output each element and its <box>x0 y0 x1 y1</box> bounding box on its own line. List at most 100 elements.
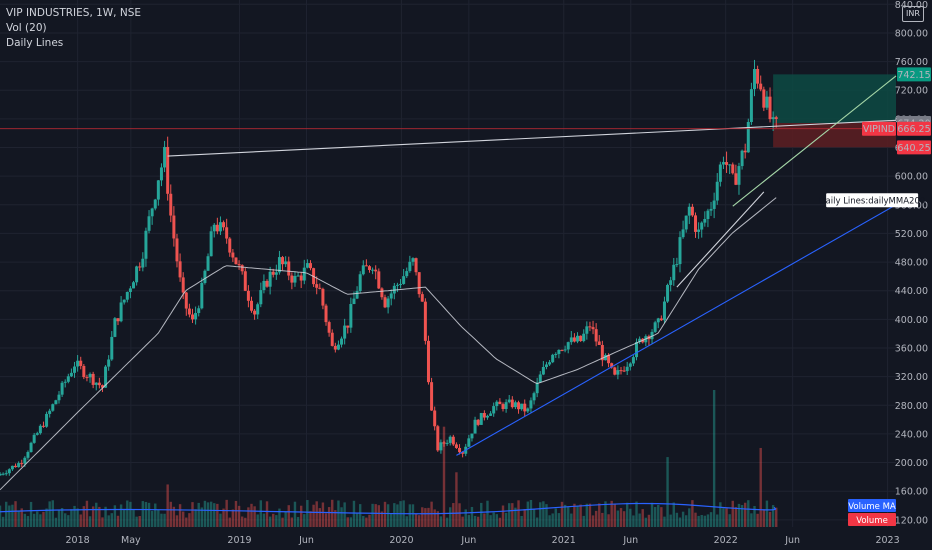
volume-bar <box>54 517 58 527</box>
volume-bar <box>622 511 626 527</box>
volume-bar <box>635 501 638 527</box>
candle-body <box>250 300 254 311</box>
volume-bar <box>458 503 461 527</box>
candle-body <box>635 342 639 358</box>
sma-line <box>0 197 777 491</box>
candle-body <box>576 335 580 342</box>
candle-body <box>107 359 111 367</box>
volume-bar <box>414 513 418 527</box>
volume-indicator-label[interactable]: Vol (20) <box>6 22 47 34</box>
x-tick-label: May <box>121 535 141 546</box>
candle-body <box>296 275 300 277</box>
volume-bar <box>486 500 489 527</box>
y-tick-label: 240.00 <box>895 429 928 440</box>
volume-bar <box>129 501 132 527</box>
currency-badge[interactable]: INR <box>902 6 924 22</box>
candle-body <box>237 264 241 266</box>
volume-bar <box>445 517 449 527</box>
candle-body <box>66 376 70 382</box>
candle-body <box>277 257 281 273</box>
candle-body <box>7 469 11 474</box>
volume-bar <box>113 505 117 527</box>
volume-bar <box>743 502 747 527</box>
volume-bar <box>36 511 39 527</box>
candle-body <box>582 333 586 342</box>
candle-body <box>355 291 359 299</box>
volume-bar <box>517 500 520 527</box>
volume-bar <box>39 514 42 527</box>
volume-bar <box>554 508 557 527</box>
volume-bar <box>712 390 716 527</box>
candle-body <box>321 288 325 306</box>
volume-bar <box>101 517 104 527</box>
volume-bar <box>147 502 151 527</box>
y-tick-label: 760.00 <box>895 57 928 68</box>
volume-bar <box>324 513 328 527</box>
candle-body <box>625 366 629 372</box>
candle-body <box>259 290 263 305</box>
candle-body <box>169 193 173 216</box>
volume-bar <box>511 503 514 527</box>
candle-body <box>69 372 73 377</box>
candle-body <box>187 308 191 315</box>
candle-body <box>104 366 108 388</box>
y-tick-label: 280.00 <box>895 401 928 412</box>
candle-body <box>265 280 269 287</box>
candle-body <box>454 444 458 448</box>
volume-bar <box>281 517 284 527</box>
volume-bar <box>539 502 542 527</box>
volume-bar <box>700 514 703 527</box>
volume-bar <box>610 500 613 527</box>
volume-bar <box>427 507 430 527</box>
candle-body <box>110 336 114 360</box>
volume-bar <box>672 502 675 527</box>
candle-body <box>156 180 160 200</box>
candle-body <box>166 146 170 194</box>
candle-body <box>706 210 710 220</box>
candle-body <box>119 302 123 322</box>
candle-body <box>293 276 297 283</box>
volume-bar <box>126 500 129 527</box>
volume-bar <box>26 516 30 527</box>
volume-bar <box>514 507 517 527</box>
candle-body <box>638 338 642 343</box>
volume-bar <box>523 509 526 527</box>
volume-bar <box>464 509 467 527</box>
volume-bar <box>91 506 95 527</box>
volume-bar <box>688 508 691 527</box>
candle-body <box>759 83 763 90</box>
candle-body <box>631 357 635 364</box>
daily-lines-indicator-label[interactable]: Daily Lines <box>6 37 64 49</box>
volume-bar <box>107 515 110 527</box>
volume-bar <box>219 513 222 527</box>
volume-bar <box>23 513 27 527</box>
volume-bar <box>480 502 483 527</box>
candle-body <box>610 363 614 368</box>
volume-label-bg <box>848 499 896 512</box>
volume-bar <box>669 514 672 527</box>
volume-bar <box>355 513 359 527</box>
volume-bar <box>417 515 421 527</box>
volume-bar <box>169 501 172 527</box>
volume-ma-line <box>0 502 777 515</box>
volume-bar <box>64 513 67 527</box>
symbol-title[interactable]: VIP INDUSTRIES, 1W, NSE <box>6 7 142 19</box>
candle-body <box>448 436 452 443</box>
candle-body <box>395 284 399 286</box>
candle-body <box>308 263 312 269</box>
candle-body <box>287 261 291 276</box>
candle-body <box>268 271 272 287</box>
target-zone <box>773 74 896 124</box>
candle-body <box>756 69 760 84</box>
candle-body <box>436 426 440 451</box>
candle-body <box>669 280 673 285</box>
volume-bar <box>82 506 86 527</box>
volume-bar <box>759 447 762 527</box>
candle-body <box>246 290 250 301</box>
candle-body <box>501 404 505 409</box>
volume-bar <box>206 502 210 527</box>
volume-bar <box>498 517 502 527</box>
candle-body <box>389 293 393 299</box>
candle-body <box>672 264 676 281</box>
